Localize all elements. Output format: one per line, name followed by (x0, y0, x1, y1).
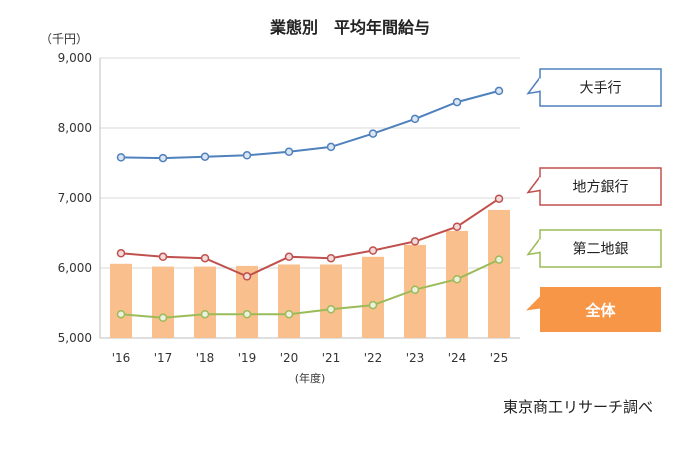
data-point (494, 255, 504, 264)
callout-pointer (526, 238, 541, 256)
bar (446, 230, 468, 338)
data-point (158, 313, 168, 322)
y-tick-label: 8,000 (58, 121, 92, 135)
data-point (368, 129, 378, 138)
data-point (326, 253, 336, 263)
bar (236, 265, 258, 338)
data-point (494, 194, 504, 203)
data-point (284, 147, 294, 157)
series-callout: 地方銀行 (526, 167, 662, 206)
data-point (200, 309, 210, 319)
data-point (326, 305, 336, 314)
data-point (116, 153, 126, 162)
data-point (368, 300, 378, 310)
x-axis-unit: (年度) (294, 372, 326, 385)
callout-box (540, 287, 661, 332)
callout-pointer (526, 77, 541, 95)
source-note: 東京商工リサーチ調べ (503, 398, 654, 416)
x-tick-label: '20 (280, 351, 299, 365)
data-point (410, 114, 420, 124)
data-point (242, 309, 252, 319)
data-point (158, 252, 168, 262)
y-tick-label: 9,000 (58, 51, 92, 65)
x-tick-label: '16 (112, 351, 131, 365)
data-point (452, 274, 462, 284)
bar (488, 209, 510, 338)
y-tick-label: 5,000 (58, 331, 92, 345)
data-point (368, 246, 378, 255)
data-point (452, 222, 462, 231)
callout-pointer (526, 176, 541, 194)
callout-pointer (526, 296, 540, 311)
callout-label: 大手行 (580, 81, 622, 97)
callout-label: 地方銀行 (573, 180, 629, 196)
x-tick-label: '17 (154, 351, 173, 365)
bar (194, 266, 216, 338)
bar (278, 264, 300, 338)
x-tick-label: '25 (490, 351, 509, 365)
x-tick-label: '21 (322, 351, 341, 365)
data-point (200, 253, 210, 263)
bar (320, 264, 342, 338)
y-tick-label: 6,000 (58, 261, 92, 275)
series-line (120, 89, 500, 160)
callout-label: 第二地銀 (573, 241, 629, 258)
series-callout: 大手行 (526, 68, 662, 107)
x-tick-label: '23 (406, 351, 425, 365)
data-point (200, 152, 210, 161)
data-point (284, 252, 294, 262)
bar (152, 266, 174, 338)
chart-title: 業態別 平均年間給与 (269, 18, 430, 37)
y-tick-label: 7,000 (58, 191, 92, 205)
x-tick-label: '22 (364, 351, 383, 365)
bar (362, 256, 384, 338)
data-point (242, 272, 252, 281)
series-line (120, 258, 500, 319)
data-point (116, 309, 126, 319)
data-point (158, 153, 168, 163)
data-point (494, 86, 504, 96)
series-line (120, 197, 500, 278)
data-point (116, 249, 126, 258)
data-point (452, 97, 462, 107)
y-axis-unit: （千円） (40, 32, 89, 46)
bar (110, 263, 132, 338)
x-tick-label: '18 (196, 351, 215, 365)
data-point (242, 151, 252, 160)
callout-label: 全体 (584, 302, 616, 320)
data-point (410, 285, 420, 294)
callout-box (539, 68, 662, 107)
series-callout: 全体 (526, 287, 661, 332)
data-point (284, 309, 294, 319)
x-tick-label: '24 (448, 351, 467, 365)
x-tick-label: '19 (238, 351, 257, 365)
data-point (326, 142, 336, 152)
callout-box (539, 167, 662, 206)
series-callout: 第二地銀 (526, 229, 662, 268)
data-point (410, 237, 420, 246)
